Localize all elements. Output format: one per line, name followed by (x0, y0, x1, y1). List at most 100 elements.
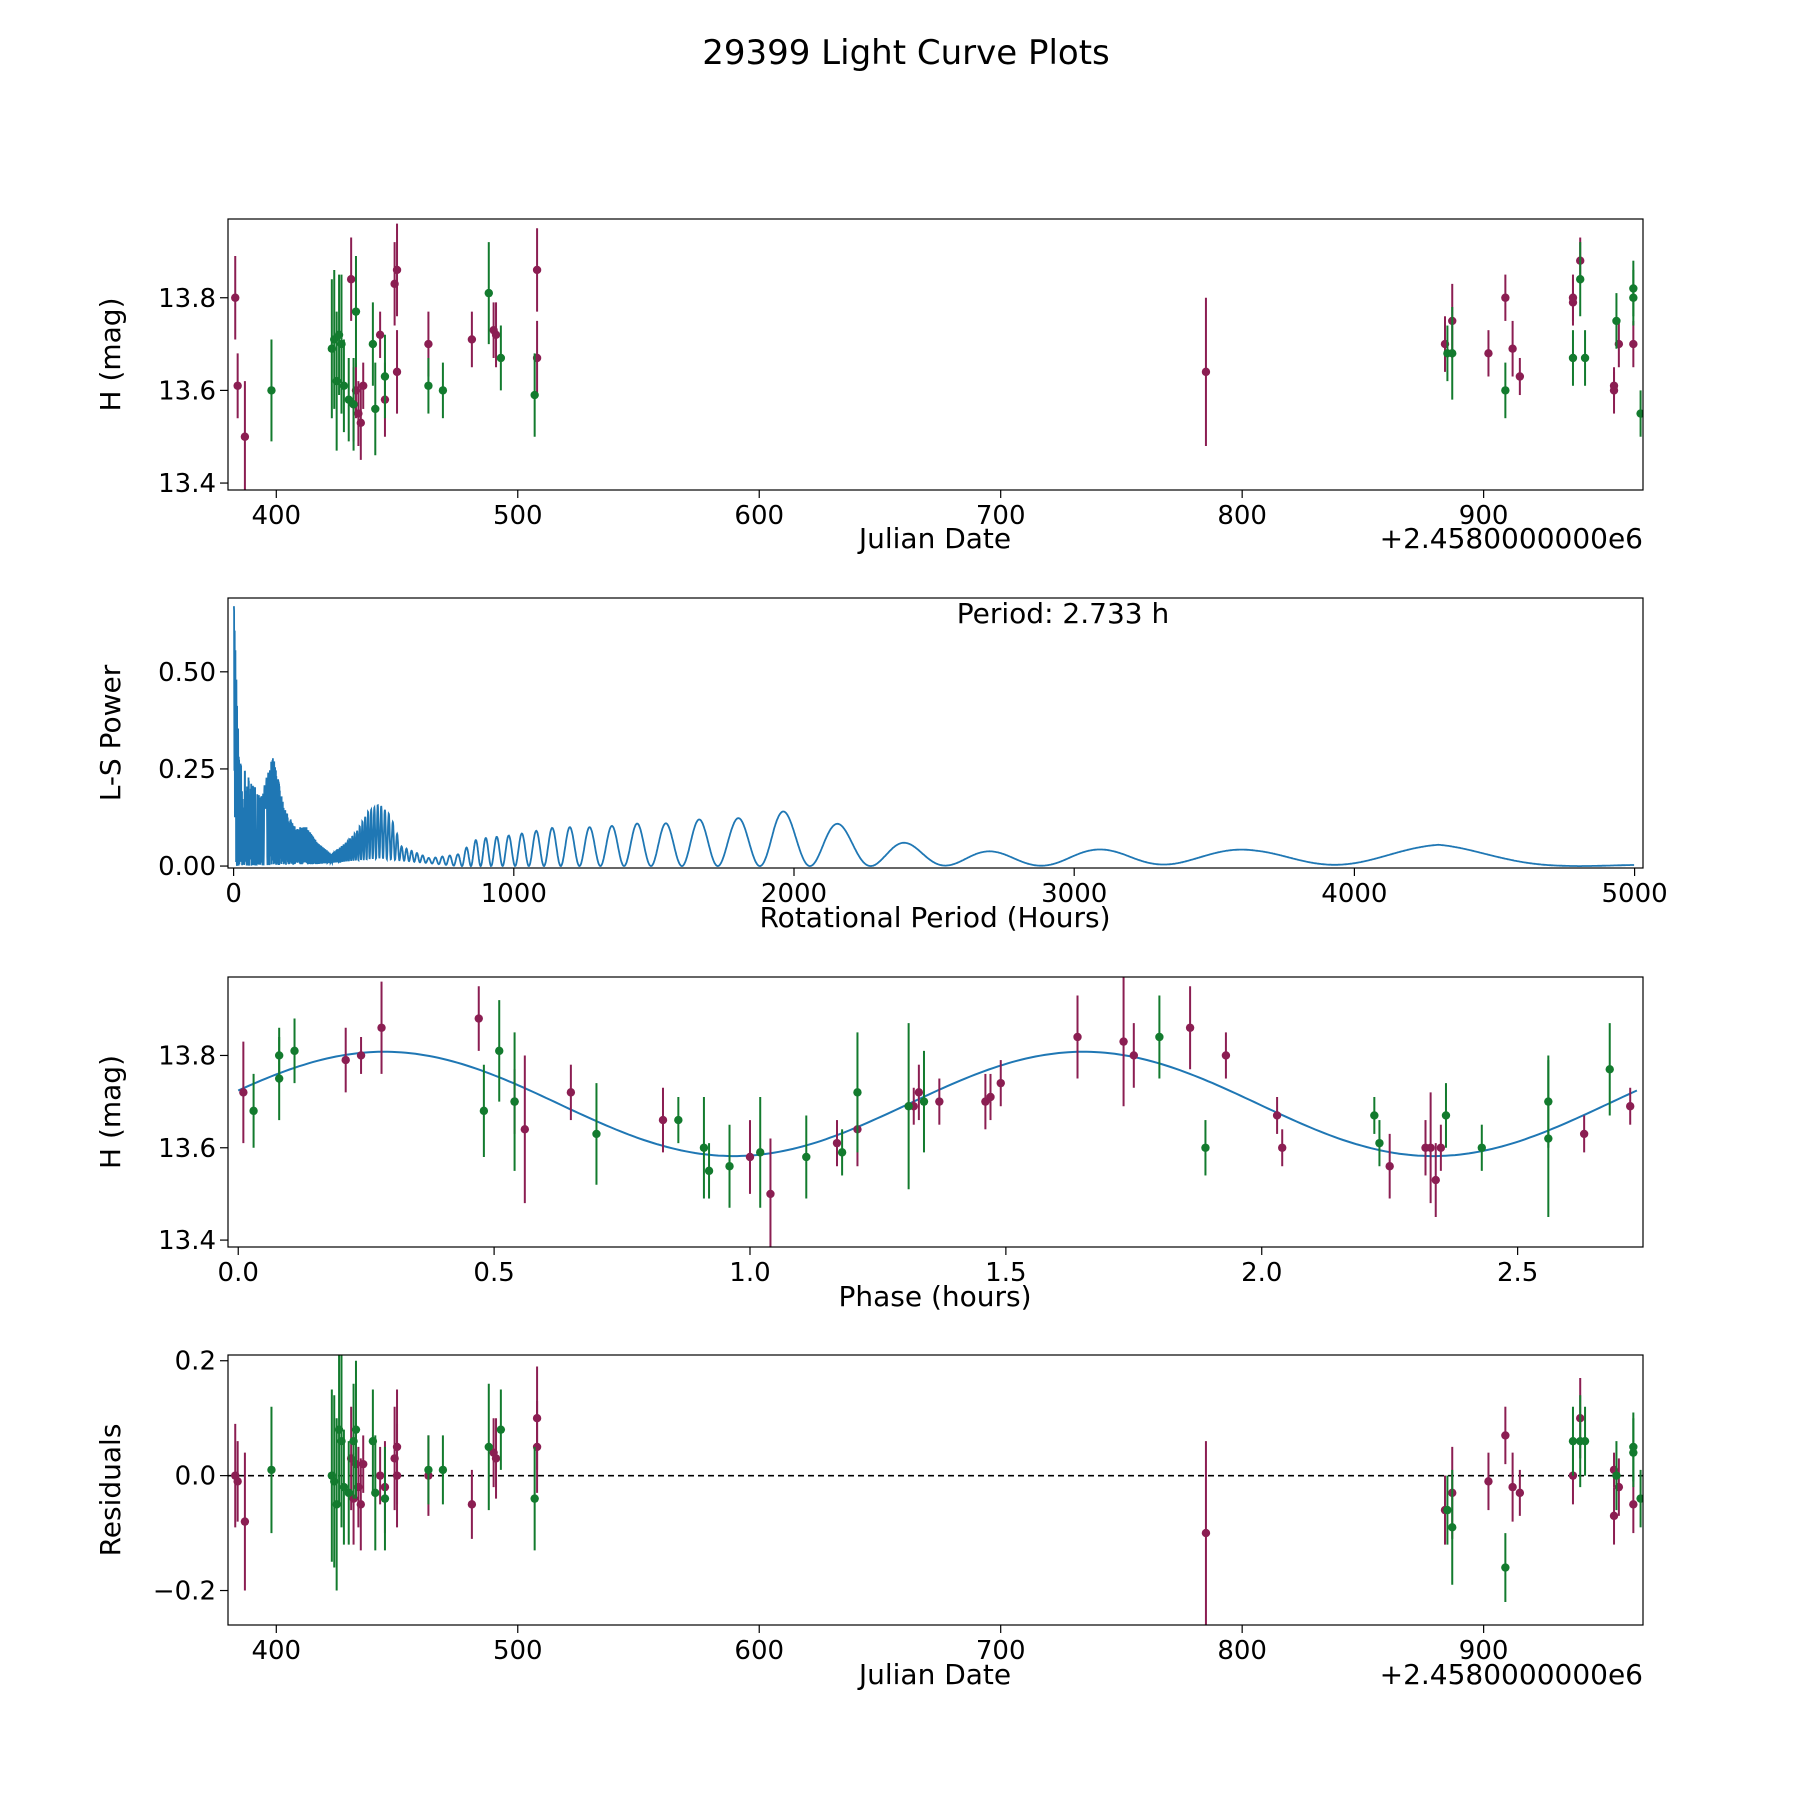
marker (1370, 1111, 1379, 1120)
marker (438, 386, 448, 395)
marker (290, 1046, 299, 1056)
data-point (392, 1423, 402, 1528)
x-tick-label: 800 (1217, 1636, 1267, 1666)
data-point (1278, 1129, 1287, 1167)
data-point (1441, 1083, 1451, 1148)
data-point (359, 1435, 368, 1493)
data-point (1612, 1441, 1621, 1511)
data-point (290, 1018, 299, 1084)
data-point (375, 1446, 385, 1505)
marker (233, 381, 242, 390)
marker (267, 1465, 276, 1475)
data-point (1636, 390, 1643, 437)
data-point (1484, 1452, 1493, 1511)
x-axis-label: Phase (hours) (838, 1280, 1031, 1313)
data-point (392, 223, 402, 317)
x-tick-label: 900 (1459, 501, 1509, 531)
data-point (380, 334, 390, 419)
marker (1477, 1143, 1486, 1152)
data-point (1579, 1115, 1589, 1153)
marker (1580, 1436, 1590, 1446)
marker (1568, 1436, 1578, 1446)
marker (674, 1115, 683, 1125)
data-point (356, 1458, 366, 1551)
y-tick-label: 0.2 (175, 1347, 216, 1377)
marker (484, 288, 493, 298)
data-point (491, 1418, 501, 1499)
data-point (837, 1129, 847, 1176)
data-point (1221, 1032, 1231, 1079)
marker (1201, 1143, 1210, 1152)
marker (359, 1459, 368, 1469)
series-band_a (239, 977, 1635, 1247)
panel-phased: 0.0 0.5 1.0 1.5 2.0 2.5 13.4 13.6 13.8 Phase (hou… (94, 976, 1644, 1313)
y-tick-label: 0.00 (158, 852, 216, 882)
data-point (1448, 1469, 1457, 1585)
data-point (380, 1446, 390, 1551)
data-point (1501, 362, 1510, 419)
marker (1278, 1143, 1287, 1152)
x-axis-label: Rotational Period (Hours) (759, 901, 1110, 934)
data-point (1477, 1124, 1486, 1171)
data-point (1515, 1469, 1525, 1516)
data-point (491, 302, 501, 368)
marker (359, 381, 368, 390)
x-tick-label: 400 (251, 501, 301, 531)
x-tick-label: 0.0 (218, 1258, 259, 1288)
marker (1201, 1528, 1211, 1538)
data-point (474, 986, 483, 1051)
marker (1626, 1102, 1635, 1111)
marker (351, 1425, 361, 1434)
data-point (1501, 1533, 1510, 1603)
marker (1501, 293, 1510, 302)
marker (274, 1051, 284, 1060)
data-point (356, 385, 366, 460)
y-axis-label: L-S Power (94, 664, 127, 801)
marker (344, 1488, 353, 1498)
marker (1436, 1143, 1446, 1152)
x-tick-label: 400 (251, 1636, 301, 1666)
marker (837, 1148, 847, 1157)
marker (1443, 1505, 1452, 1515)
data-point (356, 1037, 366, 1074)
data-point (725, 1124, 734, 1208)
marker (1612, 1471, 1621, 1480)
marker (1609, 1511, 1619, 1521)
data-point (802, 1115, 811, 1199)
data-point (919, 1050, 929, 1153)
marker (1629, 1500, 1638, 1509)
marker (832, 1138, 842, 1148)
marker (1129, 1051, 1139, 1060)
marker (392, 265, 402, 275)
data-point (510, 1032, 519, 1171)
marker (351, 307, 361, 316)
data-point (1201, 1120, 1210, 1176)
marker (392, 367, 402, 377)
data-point (1580, 1406, 1590, 1476)
data-point (267, 1406, 276, 1534)
marker (392, 1471, 402, 1480)
marker (356, 418, 366, 428)
marker (424, 381, 433, 390)
marker (532, 265, 542, 275)
marker (341, 1055, 350, 1065)
data-point (1515, 357, 1525, 396)
data-point (766, 1138, 775, 1247)
marker (1580, 353, 1590, 363)
marker (474, 1014, 483, 1023)
data-point (1626, 1087, 1635, 1125)
marker (239, 1088, 248, 1097)
data-point (233, 1441, 242, 1522)
data-point (479, 1064, 489, 1157)
x-axis-label: Julian Date (857, 1658, 1011, 1691)
marker (766, 1189, 775, 1199)
x-tick-label: 2.0 (1241, 1258, 1282, 1288)
data-point (745, 1120, 755, 1194)
x-tick-label: 1.0 (729, 1258, 770, 1288)
data-point (349, 357, 358, 451)
marker (267, 386, 276, 395)
data-point (484, 242, 493, 345)
data-point (1501, 274, 1510, 321)
marker (495, 1046, 504, 1056)
